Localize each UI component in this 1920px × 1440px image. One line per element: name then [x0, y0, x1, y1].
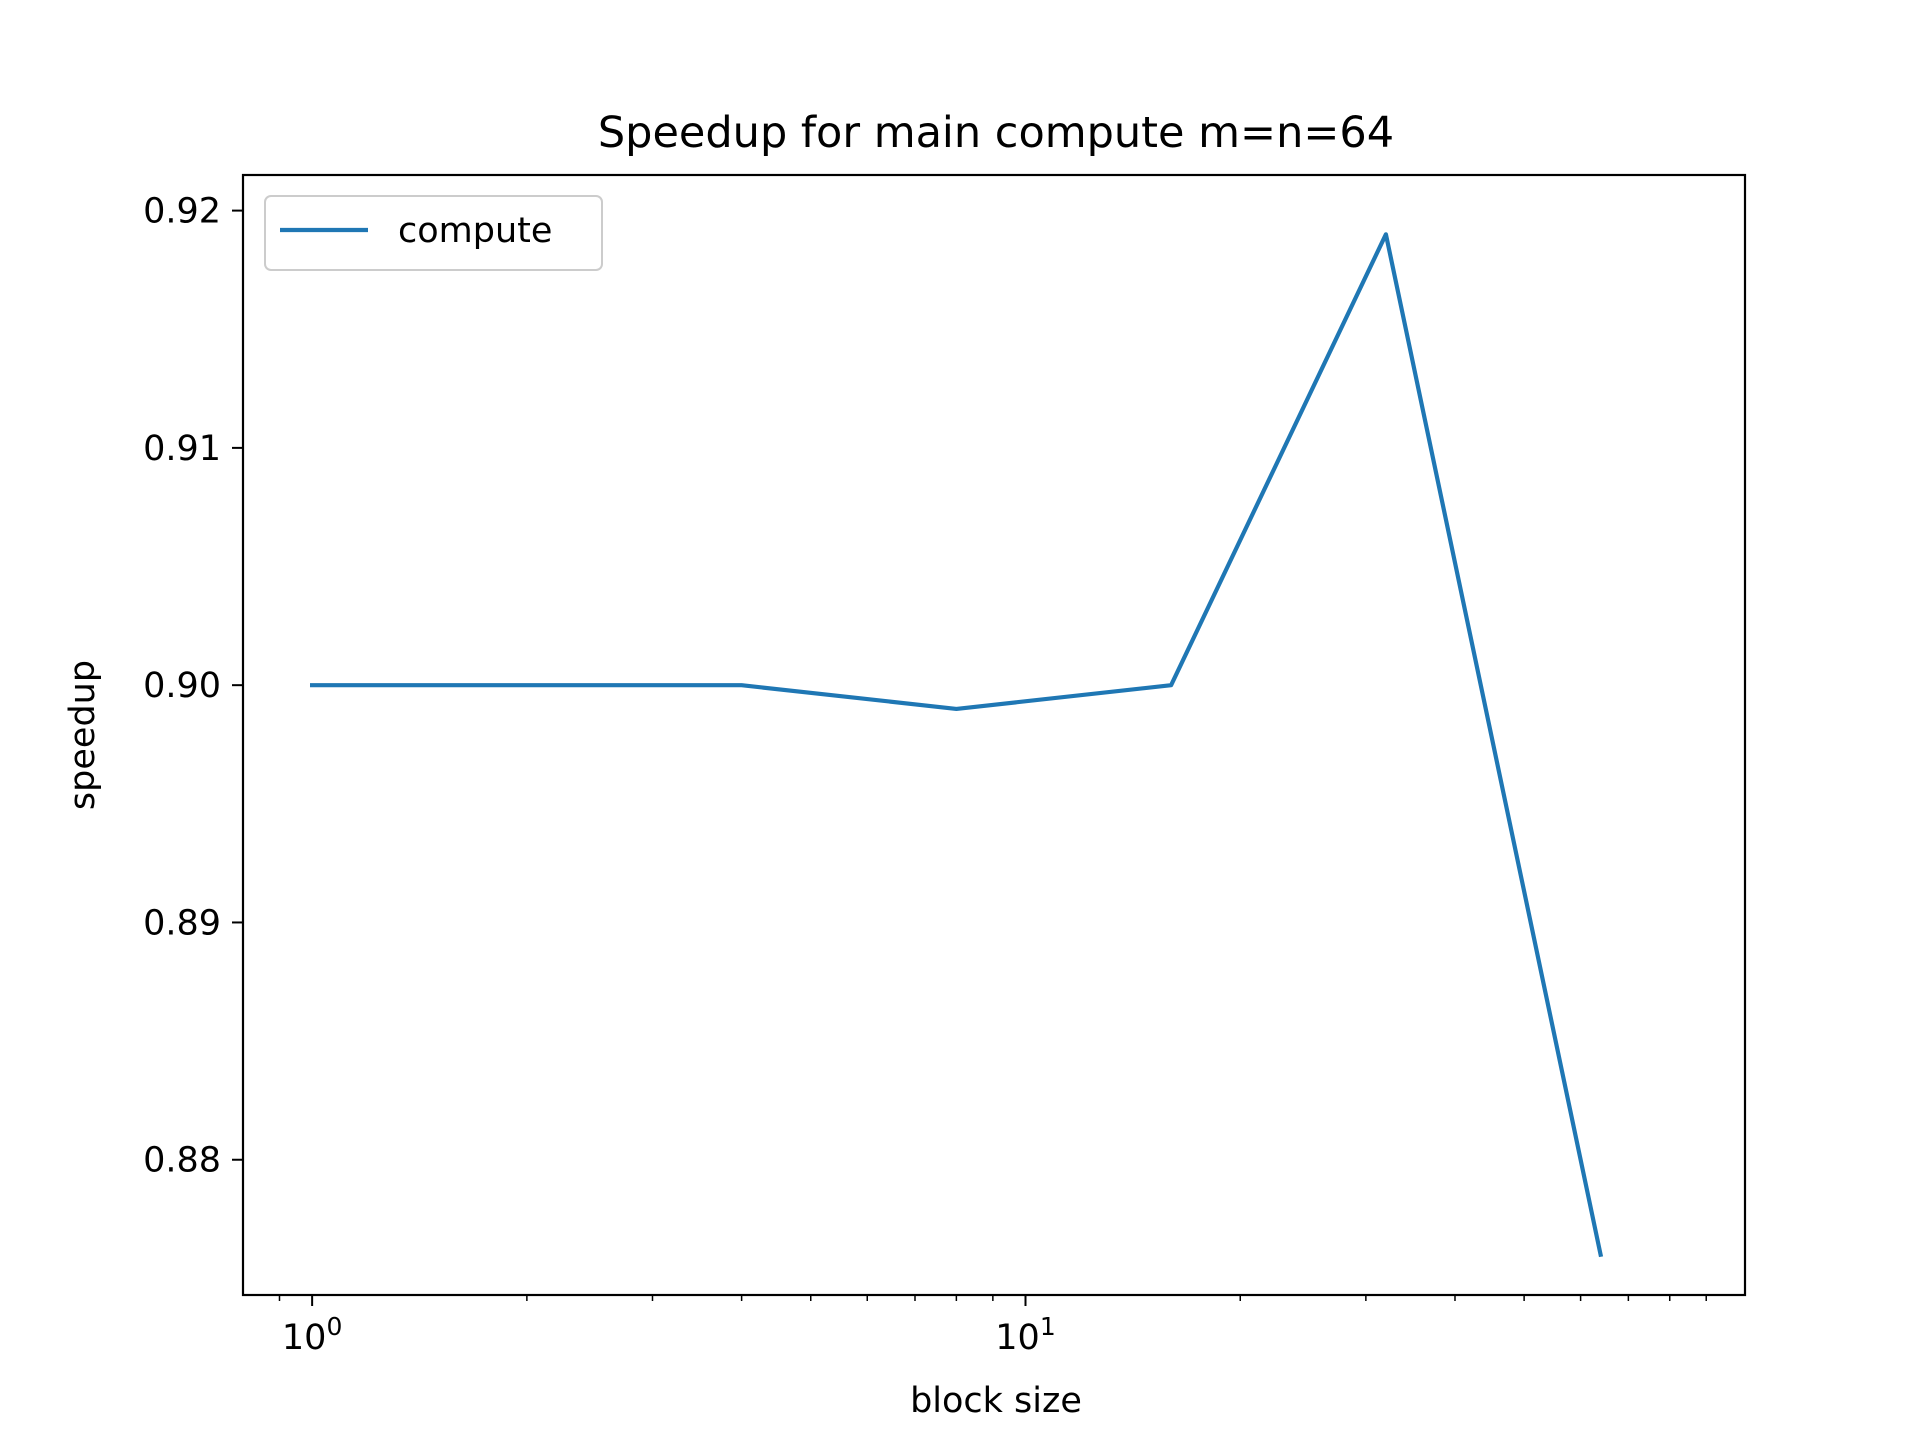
chart-title: Speedup for main compute m=n=64: [598, 108, 1394, 158]
legend-box: [264, 195, 603, 271]
axes-frame: [241, 173, 1747, 1297]
y-tick-label: 0.91: [143, 429, 221, 469]
y-axis-label: speedup: [63, 660, 103, 810]
x-axis-label: block size: [910, 1381, 1082, 1421]
y-tick-label: 0.88: [143, 1141, 221, 1181]
y-tick-label: 0.89: [143, 903, 221, 943]
x-tick-label: 101: [995, 1312, 1055, 1358]
y-tick-label: 0.90: [143, 666, 221, 706]
y-tick-label: 0.92: [143, 192, 221, 232]
legend-label-compute: compute: [398, 211, 552, 251]
series-line-compute: [310, 232, 1604, 1258]
x-tick-label: 100: [282, 1312, 342, 1358]
